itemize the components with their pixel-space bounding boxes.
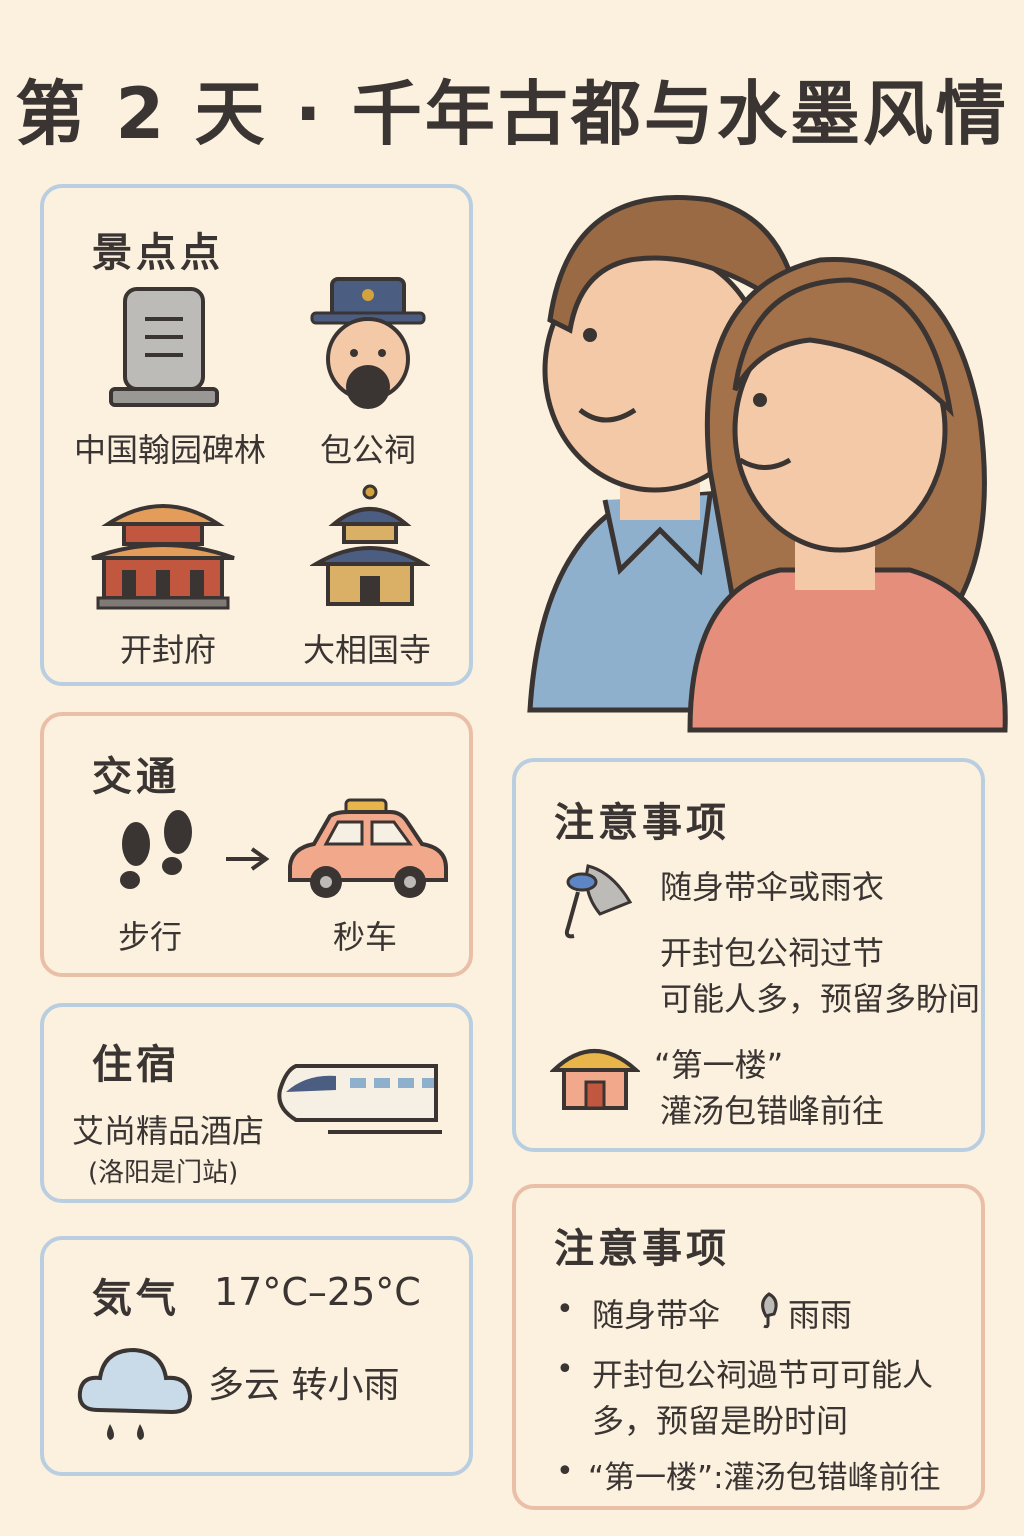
- couple-illustration: [527, 195, 1008, 733]
- hotel-near: (洛阳是门站): [88, 1158, 239, 1188]
- page-title: 第 2 天 · 千年古都与水墨风情: [15, 73, 1009, 155]
- lodging-heading: 住宿: [92, 1042, 180, 1088]
- transport-from-label: 步行: [117, 918, 182, 956]
- transport-card: [40, 712, 473, 977]
- bullet-dot: •: [556, 1454, 574, 1489]
- judge-bao-icon: [310, 277, 426, 409]
- cloud-rain-icon: [77, 1347, 193, 1440]
- kaifeng-palace-icon: [91, 504, 235, 610]
- lodging-card: [40, 1003, 473, 1203]
- hotel-name: 艾尚精品酒店: [72, 1112, 265, 1150]
- notes-card-1: [512, 758, 985, 1152]
- taxi-icon: [288, 798, 448, 898]
- attraction-label: 包公祠: [319, 431, 416, 469]
- footprints-icon: [120, 810, 192, 889]
- attractions-heading: 景点点: [92, 230, 224, 276]
- umbrella-icon: [564, 864, 633, 939]
- notes1-heading: 注意事项: [554, 800, 730, 846]
- notes2-item3: “第一楼”:灌汤包错峰前往: [588, 1460, 941, 1496]
- stele-icon: [109, 287, 219, 407]
- attraction-label: 开封府: [119, 631, 216, 669]
- notes-card-2: [512, 1184, 985, 1510]
- weather-desc: 多云 转小雨: [208, 1365, 400, 1406]
- attraction-label: 大相国寺: [302, 631, 431, 669]
- notes2-heading: 注意事项: [554, 1226, 730, 1272]
- attraction-label: 中国翰园碑林: [73, 431, 266, 469]
- attractions-card: [40, 184, 473, 686]
- notes1-line3b: 灌汤包错峰前往: [660, 1092, 885, 1130]
- bullet-dot: •: [556, 1292, 574, 1327]
- notes2-item1a: 随身带伞: [592, 1296, 721, 1334]
- notes1-line2b: 可能人多，预留多盼间: [660, 980, 981, 1018]
- weather-card: [40, 1236, 473, 1476]
- umbrella-small-icon: [761, 1292, 778, 1329]
- transport-heading: 交通: [92, 754, 180, 800]
- xiangguo-temple-icon: [310, 484, 430, 606]
- notes1-line1: 随身带伞或雨衣: [660, 868, 885, 906]
- bullet-dot: •: [556, 1352, 574, 1387]
- restaurant-house-icon: [550, 1049, 640, 1110]
- transport-to-label: 秒车: [332, 918, 397, 956]
- notes1-line3a: “第一楼”: [654, 1046, 784, 1084]
- weather-heading: 気气: [92, 1276, 180, 1322]
- notes2-item2a: 开封包公祠過节可可能人: [592, 1358, 933, 1394]
- notes2-item2b: 多，预留是盼时间: [592, 1402, 849, 1440]
- high-speed-train-icon: [277, 1064, 442, 1134]
- arrow-right-icon: [226, 847, 270, 871]
- weather-temp: 17°C–25°C: [214, 1270, 421, 1314]
- notes2-item1b: 雨雨: [788, 1296, 853, 1334]
- notes1-line2a: 开封包公祠过节: [660, 934, 885, 972]
